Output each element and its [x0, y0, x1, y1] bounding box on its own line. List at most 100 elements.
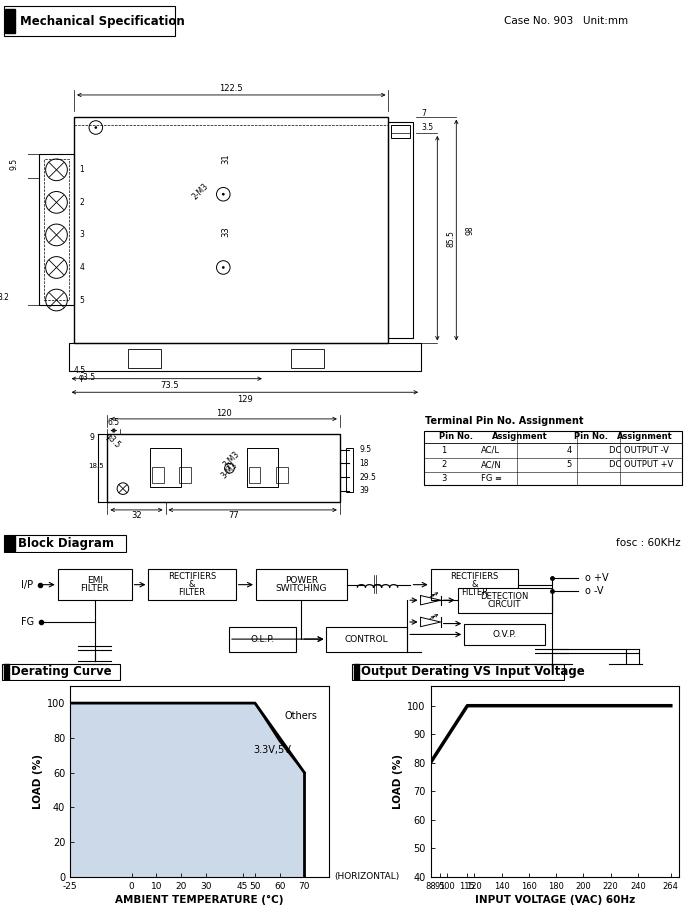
Bar: [291, 349, 323, 368]
Text: 18: 18: [359, 459, 369, 468]
Bar: [354, 665, 359, 679]
Bar: [128, 349, 161, 368]
Text: 77: 77: [228, 511, 239, 521]
Text: 7: 7: [421, 109, 426, 118]
Text: 3: 3: [441, 475, 447, 483]
Text: EMI: EMI: [87, 576, 103, 585]
Bar: [391, 125, 410, 139]
Text: 9.5: 9.5: [359, 445, 371, 454]
Text: 9: 9: [90, 433, 95, 442]
Bar: [458, 588, 552, 612]
Polygon shape: [70, 703, 304, 877]
Bar: [69, 343, 421, 371]
Text: Terminal Pin No. Assignment: Terminal Pin No. Assignment: [426, 417, 584, 426]
Bar: [44, 159, 69, 300]
Circle shape: [222, 266, 225, 269]
Bar: [247, 448, 278, 487]
Text: 85.5: 85.5: [447, 230, 456, 247]
Text: 39: 39: [359, 486, 369, 495]
Text: o +V: o +V: [585, 574, 609, 584]
Text: 5: 5: [80, 296, 85, 305]
Bar: [346, 448, 354, 492]
Text: Others: Others: [285, 711, 318, 721]
Text: 9.5: 9.5: [10, 158, 19, 171]
Bar: [5, 536, 15, 551]
Text: 29.5: 29.5: [359, 473, 376, 482]
Text: 2-M3: 2-M3: [190, 182, 211, 202]
Text: 31: 31: [221, 153, 230, 163]
Text: CONTROL: CONTROL: [345, 634, 389, 644]
Text: 6.5: 6.5: [107, 418, 119, 427]
Bar: [150, 448, 181, 487]
Text: AC/N: AC/N: [481, 460, 502, 469]
Text: Derating Curve: Derating Curve: [11, 666, 112, 678]
Text: 3: 3: [80, 230, 85, 240]
Bar: [57, 569, 132, 600]
Text: SWITCHING: SWITCHING: [276, 585, 327, 593]
Bar: [256, 569, 346, 600]
Text: DC OUTPUT +V: DC OUTPUT +V: [609, 460, 673, 469]
Text: φ3.5: φ3.5: [104, 431, 122, 450]
Text: Mechanical Specification: Mechanical Specification: [20, 15, 184, 28]
Text: 4: 4: [566, 446, 571, 454]
Text: 2: 2: [80, 198, 84, 207]
Circle shape: [222, 193, 225, 196]
Text: 129: 129: [237, 395, 253, 404]
Bar: [148, 569, 236, 600]
Bar: [430, 569, 518, 600]
Text: FILTER: FILTER: [178, 588, 206, 597]
Bar: [4, 665, 9, 679]
Text: 5: 5: [566, 460, 571, 469]
Text: Assignment: Assignment: [492, 432, 547, 442]
Text: (HORIZONTAL): (HORIZONTAL): [334, 872, 399, 881]
Text: fosc : 60KHz: fosc : 60KHz: [616, 539, 680, 548]
Text: FILTER: FILTER: [80, 585, 109, 593]
Text: 3.5: 3.5: [421, 123, 433, 132]
Text: 98: 98: [466, 225, 475, 235]
Text: I/P: I/P: [21, 579, 33, 589]
Text: 3-M3: 3-M3: [222, 450, 242, 469]
Bar: [4, 6, 175, 36]
Text: O.V.P.: O.V.P.: [492, 630, 517, 639]
Text: RECTIFIERS: RECTIFIERS: [450, 572, 498, 581]
Text: 4.5: 4.5: [74, 366, 85, 375]
Circle shape: [94, 126, 97, 129]
Text: Output Derating VS Input Voltage: Output Derating VS Input Voltage: [361, 666, 585, 678]
Text: 3.3V,5V: 3.3V,5V: [253, 745, 291, 755]
Text: 2: 2: [441, 460, 447, 469]
Text: 33: 33: [221, 226, 230, 237]
Text: FILTER: FILTER: [461, 588, 488, 597]
Text: DC OUTPUT -V: DC OUTPUT -V: [609, 446, 668, 454]
Bar: [424, 431, 682, 486]
Text: CIRCUIT: CIRCUIT: [488, 599, 522, 609]
Text: 122.5: 122.5: [220, 84, 243, 93]
Text: FG ≡: FG ≡: [481, 475, 502, 483]
Text: Pin No.: Pin No.: [574, 432, 608, 442]
Bar: [4, 535, 126, 552]
Bar: [74, 117, 389, 343]
Text: O.L.P.: O.L.P.: [251, 634, 275, 644]
Text: 3-M3: 3-M3: [220, 460, 239, 480]
X-axis label: INPUT VOLTAGE (VAC) 60Hz: INPUT VOLTAGE (VAC) 60Hz: [475, 895, 635, 905]
Bar: [389, 122, 413, 338]
Bar: [5, 9, 15, 33]
Bar: [179, 467, 190, 483]
Y-axis label: LOAD (%): LOAD (%): [33, 754, 43, 809]
Text: AC/L: AC/L: [481, 446, 500, 454]
Text: 73.5: 73.5: [160, 381, 178, 390]
Bar: [107, 434, 340, 502]
Bar: [3, 664, 120, 680]
Text: Block Diagram: Block Diagram: [18, 537, 114, 550]
Text: Assignment: Assignment: [617, 432, 673, 442]
X-axis label: AMBIENT TEMPERATURE (°C): AMBIENT TEMPERATURE (°C): [116, 895, 284, 905]
Text: DETECTION: DETECTION: [480, 592, 528, 600]
Text: 1: 1: [80, 165, 84, 174]
Text: 4: 4: [80, 263, 85, 272]
Bar: [352, 664, 564, 680]
Text: POWER: POWER: [285, 576, 318, 585]
Text: 32: 32: [131, 511, 142, 521]
Text: 18.5: 18.5: [88, 464, 104, 469]
Text: Case No. 903   Unit:mm: Case No. 903 Unit:mm: [504, 17, 628, 26]
Text: FG: FG: [21, 617, 34, 627]
Bar: [276, 467, 288, 483]
